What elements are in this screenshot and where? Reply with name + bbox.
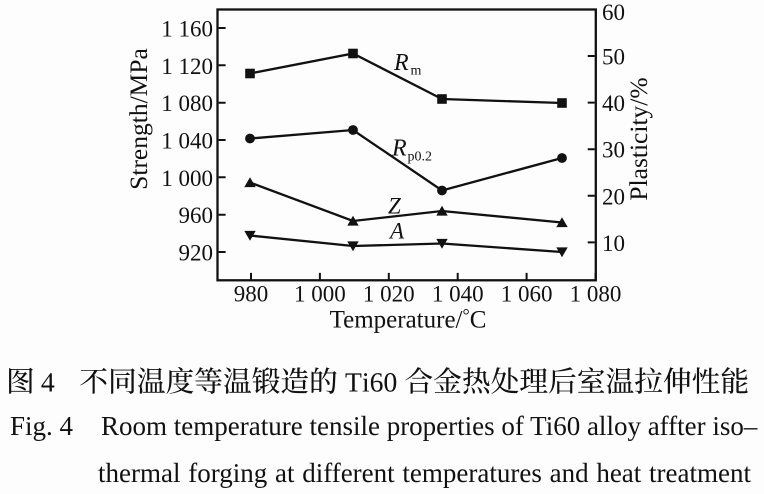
svg-text:p0.2: p0.2: [408, 150, 433, 165]
svg-text:R: R: [393, 50, 409, 76]
svg-text:R: R: [391, 135, 407, 161]
svg-text:1 040: 1 040: [161, 129, 213, 154]
svg-text:980: 980: [234, 282, 269, 307]
svg-text:960: 960: [179, 203, 214, 228]
svg-text:1 120: 1 120: [161, 54, 213, 79]
svg-text:thermal forging at different t: thermal forging at different temperature…: [98, 458, 751, 488]
svg-text:1 160: 1 160: [161, 17, 213, 42]
svg-text:m: m: [411, 64, 422, 79]
svg-text:Z: Z: [388, 194, 401, 219]
svg-text:20: 20: [602, 184, 625, 209]
svg-text:1 080: 1 080: [161, 91, 213, 116]
svg-text:1 000: 1 000: [294, 282, 346, 307]
svg-text:30: 30: [602, 138, 625, 163]
svg-text:A: A: [388, 219, 405, 244]
svg-text:1 000: 1 000: [161, 166, 213, 191]
svg-text:1 020: 1 020: [363, 282, 415, 307]
svg-text:50: 50: [602, 45, 625, 70]
svg-text:920: 920: [179, 241, 214, 266]
svg-text:Plasticity/%: Plasticity/%: [624, 77, 653, 200]
svg-text:10: 10: [602, 231, 625, 256]
svg-text:1 080: 1 080: [570, 282, 622, 307]
svg-text:Temperature/°C: Temperature/°C: [330, 305, 487, 334]
svg-text:Strength/MPa: Strength/MPa: [124, 48, 153, 190]
svg-text:40: 40: [602, 91, 625, 116]
svg-text:60: 60: [602, 0, 625, 25]
svg-text:1 060: 1 060: [501, 282, 553, 307]
svg-text:1 040: 1 040: [432, 282, 484, 307]
